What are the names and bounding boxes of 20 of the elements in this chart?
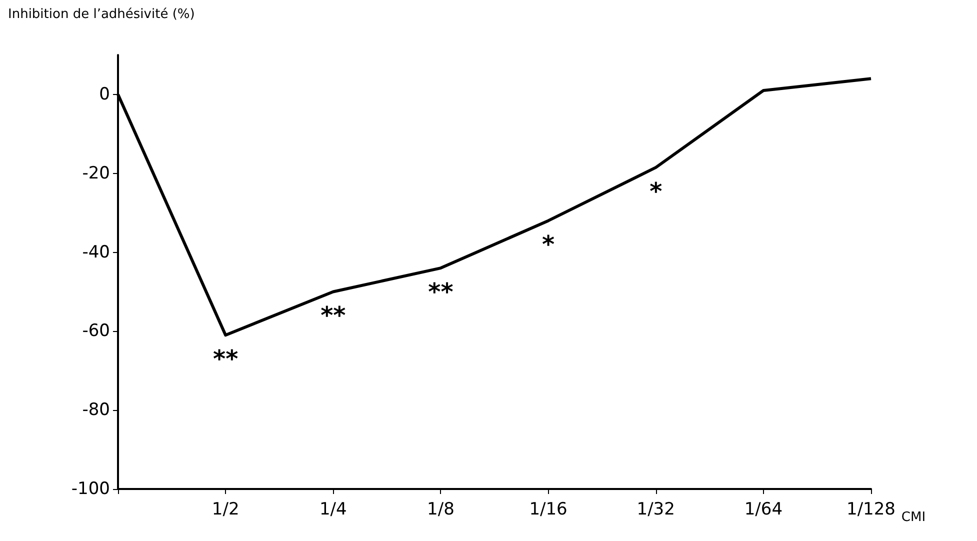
x-tick-label: 1/64	[744, 500, 783, 520]
x-tick-label: 1/4	[319, 500, 347, 520]
y-tick-label: -60	[82, 321, 110, 342]
annotation: **	[213, 345, 239, 374]
annotation: **	[428, 278, 454, 306]
x-axis-title: CMI	[901, 510, 926, 525]
y-tick-label: -40	[82, 242, 110, 262]
x-tick-label: 1/16	[529, 500, 568, 520]
x-tick-label: 1/128	[846, 500, 896, 520]
y-tick-label: -100	[71, 479, 110, 499]
y-tick-label: -20	[82, 163, 110, 184]
x-tick-label: 1/2	[212, 500, 240, 520]
y-axis-title: Inhibition de l’adhésivité (%)	[8, 7, 195, 22]
annotation: **	[320, 302, 346, 330]
y-tick-label: -80	[82, 400, 110, 420]
annotation: *	[542, 230, 556, 259]
y-tick-label: 0	[99, 84, 110, 104]
x-tick-label: 1/32	[636, 500, 675, 520]
x-tick-label: 1/8	[427, 500, 454, 520]
annotation: *	[650, 177, 663, 206]
